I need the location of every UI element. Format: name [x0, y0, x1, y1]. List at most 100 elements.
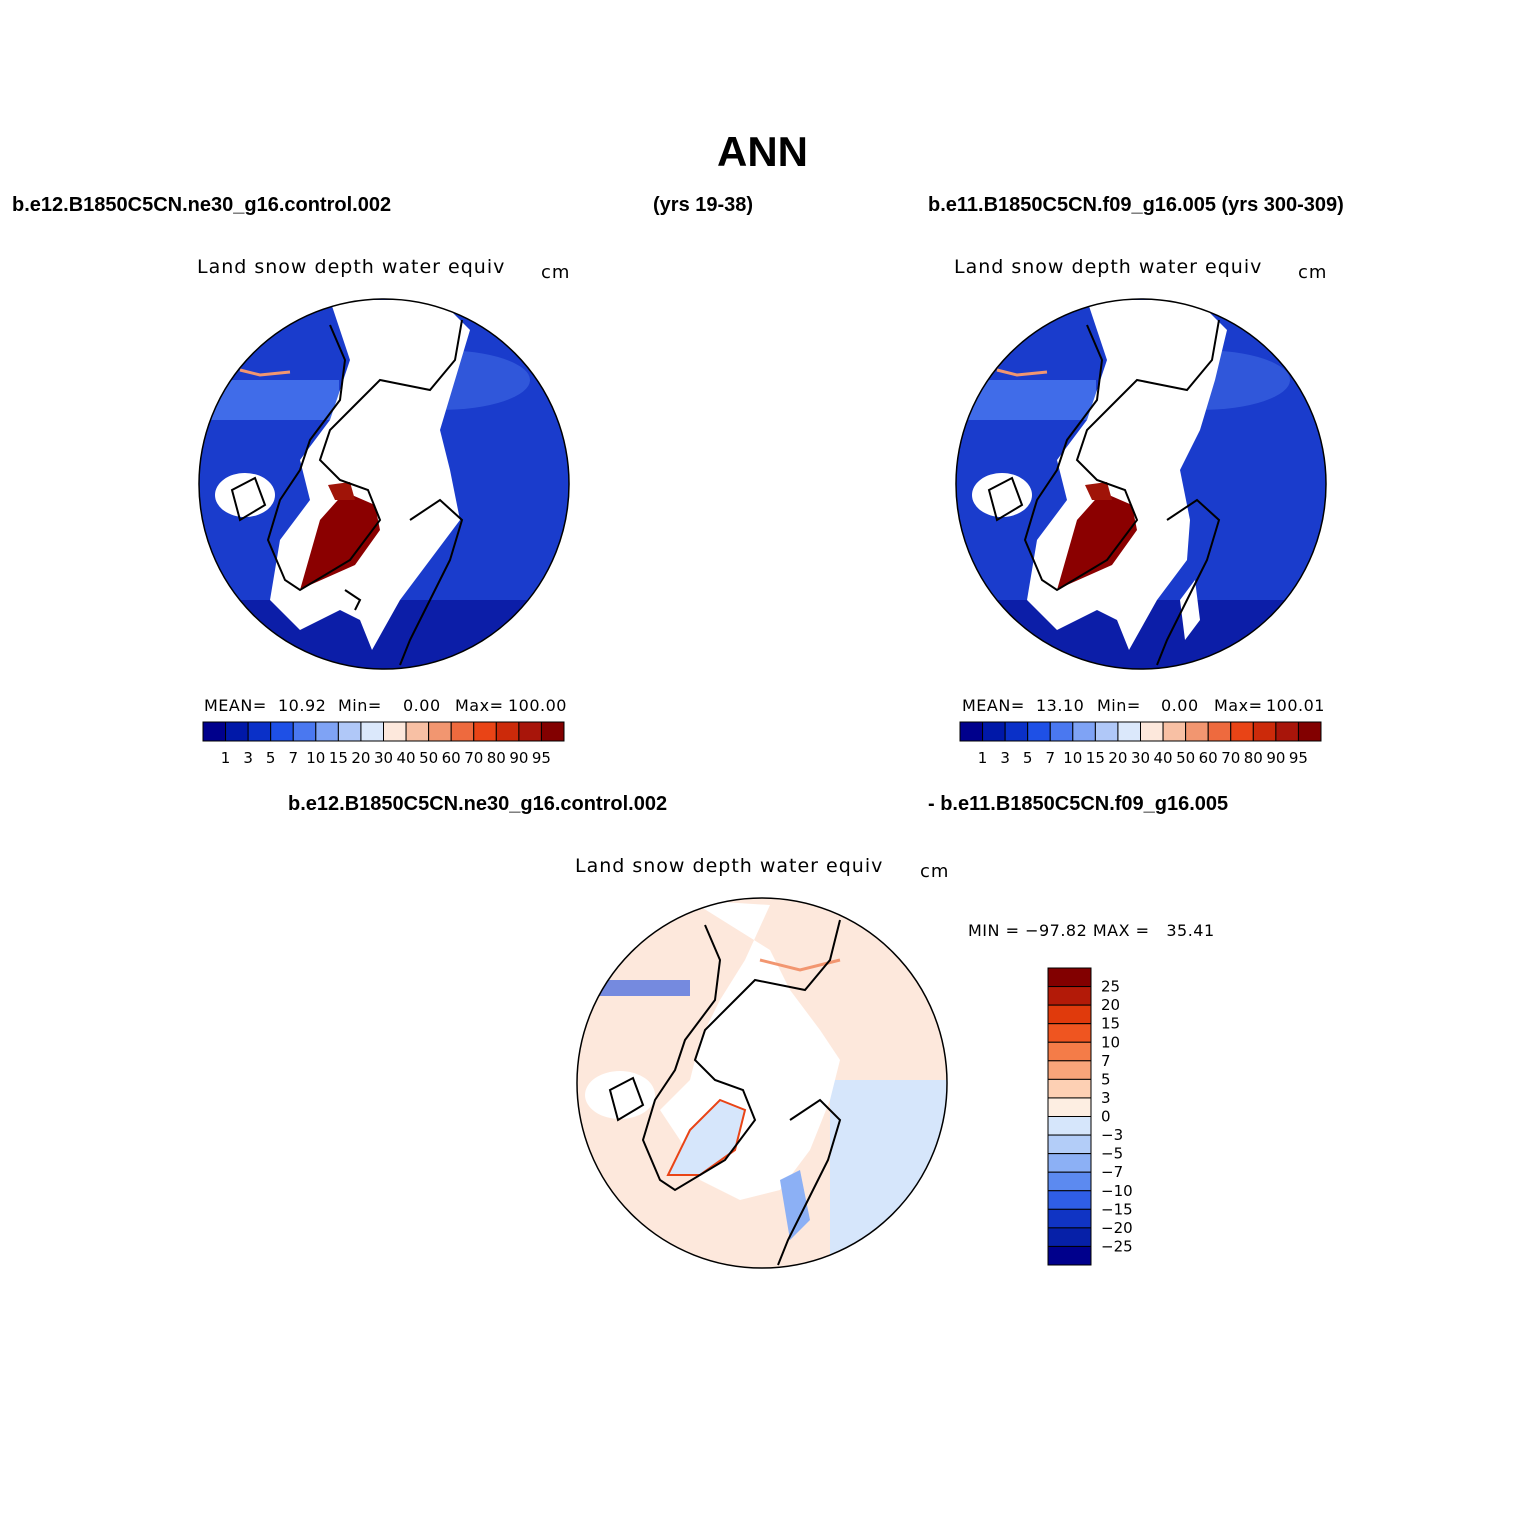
right-colorbar-swatch-6 — [1094, 721, 1119, 742]
diff-colorbar-tick-label: 0 — [1101, 1108, 1111, 1126]
left-colorbar-swatch-4 — [292, 721, 317, 742]
left-min-value: 0.00 — [403, 696, 441, 715]
diff-colorbar-swatch-1 — [1047, 986, 1092, 1006]
diff-colorbar-tick-label: 5 — [1101, 1070, 1111, 1088]
diff-colorbar-tick-label: −10 — [1101, 1182, 1133, 1200]
left-colorbar-swatch-10 — [428, 721, 452, 742]
left-colorbar-tick-label: 20 — [351, 749, 370, 767]
diff-colorbar-tick-label: −3 — [1101, 1126, 1123, 1144]
case1-label: b.e12.B1850C5CN.ne30_g16.control.002 — [12, 194, 392, 216]
right-mean-label: MEAN= — [962, 696, 1025, 715]
right-colorbar-tick-label: 7 — [1045, 749, 1055, 767]
right-mean-value: 13.10 — [1036, 696, 1085, 715]
left-map-boundary — [198, 298, 570, 670]
diff-colorbar-swatch-7 — [1047, 1097, 1092, 1117]
diff-colorbar-swatch-6 — [1047, 1078, 1092, 1099]
diff-colorbar-tick-label: 20 — [1101, 996, 1120, 1014]
right-colorbar-tick-label: 3 — [1000, 749, 1010, 767]
right-min-value: 0.00 — [1161, 696, 1199, 715]
right-colorbar-tick-label: 15 — [1086, 749, 1105, 767]
left-colorbar-swatch-3 — [270, 721, 294, 742]
right-colorbar-tick-label: 50 — [1176, 749, 1195, 767]
diff-colorbar-swatch-12 — [1047, 1190, 1092, 1210]
right-panel-units: cm — [1298, 262, 1328, 283]
right-colorbar-tick-label: 90 — [1266, 749, 1285, 767]
left-colorbar-tick-label: 40 — [397, 749, 416, 767]
left-colorbar-tick-label: 1 — [221, 749, 231, 767]
diff-colorbar-swatch-13 — [1047, 1208, 1092, 1229]
right-polar-map — [956, 299, 1326, 669]
left-mean-value: 10.92 — [278, 696, 327, 715]
right-map-boundary — [955, 298, 1327, 670]
left-colorbar-swatch-1 — [225, 721, 249, 742]
diff-colorbar-swatch-9 — [1047, 1134, 1092, 1155]
diff-case1-label: b.e12.B1850C5CN.ne30_g16.control.002 — [288, 793, 668, 815]
left-colorbar-tick-label: 30 — [374, 749, 393, 767]
diff-colorbar-tick-label: 10 — [1101, 1033, 1120, 1051]
diff-colorbar-tick-label: −7 — [1101, 1163, 1123, 1181]
left-colorbar-tick-label: 90 — [509, 749, 528, 767]
right-colorbar: 1 3 5 7 10 15 20 30 40 50 60 70 80 90 95 — [959, 721, 1322, 767]
left-colorbar: 1 3 5 7 10 15 20 30 40 50 60 70 80 90 95 — [202, 721, 565, 767]
case2-label: b.e11.B1850C5CN.f09_g16.005 (yrs 300-309… — [928, 194, 1344, 216]
right-colorbar-swatch-13 — [1252, 721, 1277, 742]
right-colorbar-swatch-4 — [1049, 721, 1074, 742]
diff-colorbar-tick-label: −25 — [1101, 1237, 1133, 1255]
diff-colorbar-swatch-8 — [1047, 1116, 1092, 1136]
right-panel-title: Land snow depth water equiv — [954, 256, 1263, 278]
left-min-label: Min= — [338, 696, 382, 715]
diff-colorbar-swatch-2 — [1047, 1004, 1092, 1025]
right-colorbar-swatch-9 — [1162, 721, 1187, 742]
right-max-label: Max= — [1214, 696, 1263, 715]
left-colorbar-swatch-0 — [202, 721, 227, 742]
diff-panel-title: Land snow depth water equiv — [575, 855, 884, 877]
left-colorbar-swatch-15 — [540, 721, 565, 742]
left-colorbar-swatch-8 — [383, 721, 407, 742]
right-colorbar-swatch-0 — [959, 721, 984, 742]
left-mean-label: MEAN= — [204, 696, 267, 715]
left-max-label: Max= — [455, 696, 504, 715]
diff-colorbar-tick-label: 7 — [1101, 1052, 1111, 1070]
diff-colorbar-tick-label: −5 — [1101, 1145, 1123, 1163]
diff-panel-units: cm — [920, 861, 950, 882]
right-colorbar-swatch-5 — [1072, 721, 1096, 742]
diff-map-boundary — [576, 897, 948, 1269]
left-panel-title: Land snow depth water equiv — [197, 256, 506, 278]
left-colorbar-tick-label: 7 — [288, 749, 298, 767]
left-colorbar-swatch-11 — [450, 721, 475, 742]
left-colorbar-tick-label: 10 — [306, 749, 325, 767]
right-max-value: 100.01 — [1266, 696, 1325, 715]
right-coastlines — [987, 319, 1221, 666]
left-colorbar-swatch-6 — [337, 721, 362, 742]
diff-colorbar-swatch-4 — [1047, 1041, 1092, 1062]
left-colorbar-swatch-9 — [405, 721, 430, 742]
left-colorbar-swatch-2 — [247, 721, 272, 742]
diff-coastlines — [608, 919, 842, 1266]
left-colorbar-tick-label: 15 — [329, 749, 348, 767]
right-colorbar-swatch-7 — [1117, 721, 1141, 742]
left-colorbar-swatch-12 — [473, 721, 497, 742]
left-colorbar-swatch-14 — [518, 721, 542, 742]
left-colorbar-swatch-5 — [315, 721, 339, 742]
diff-colorbar-swatch-3 — [1047, 1023, 1092, 1043]
left-max-value: 100.00 — [508, 696, 567, 715]
right-colorbar-tick-label: 1 — [978, 749, 988, 767]
right-colorbar-tick-label: 80 — [1244, 749, 1263, 767]
diff-colorbar-tick-label: −20 — [1101, 1219, 1133, 1237]
left-colorbar-swatch-7 — [360, 721, 384, 742]
left-colorbar-tick-label: 95 — [532, 749, 551, 767]
right-colorbar-tick-label: 30 — [1131, 749, 1150, 767]
left-colorbar-tick-label: 80 — [487, 749, 506, 767]
diff-colorbar-swatch-11 — [1047, 1171, 1092, 1192]
left-coastlines — [230, 319, 464, 666]
right-min-label: Min= — [1097, 696, 1141, 715]
left-colorbar-tick-label: 70 — [464, 749, 483, 767]
left-polar-map — [199, 299, 569, 669]
diff-colorbar-tick-label: 3 — [1101, 1089, 1111, 1107]
right-colorbar-swatch-15 — [1297, 721, 1322, 742]
diff-colorbar-tick-label: 15 — [1101, 1015, 1120, 1033]
right-colorbar-swatch-1 — [982, 721, 1006, 742]
diff-colorbar-tick-label: −15 — [1101, 1200, 1133, 1218]
